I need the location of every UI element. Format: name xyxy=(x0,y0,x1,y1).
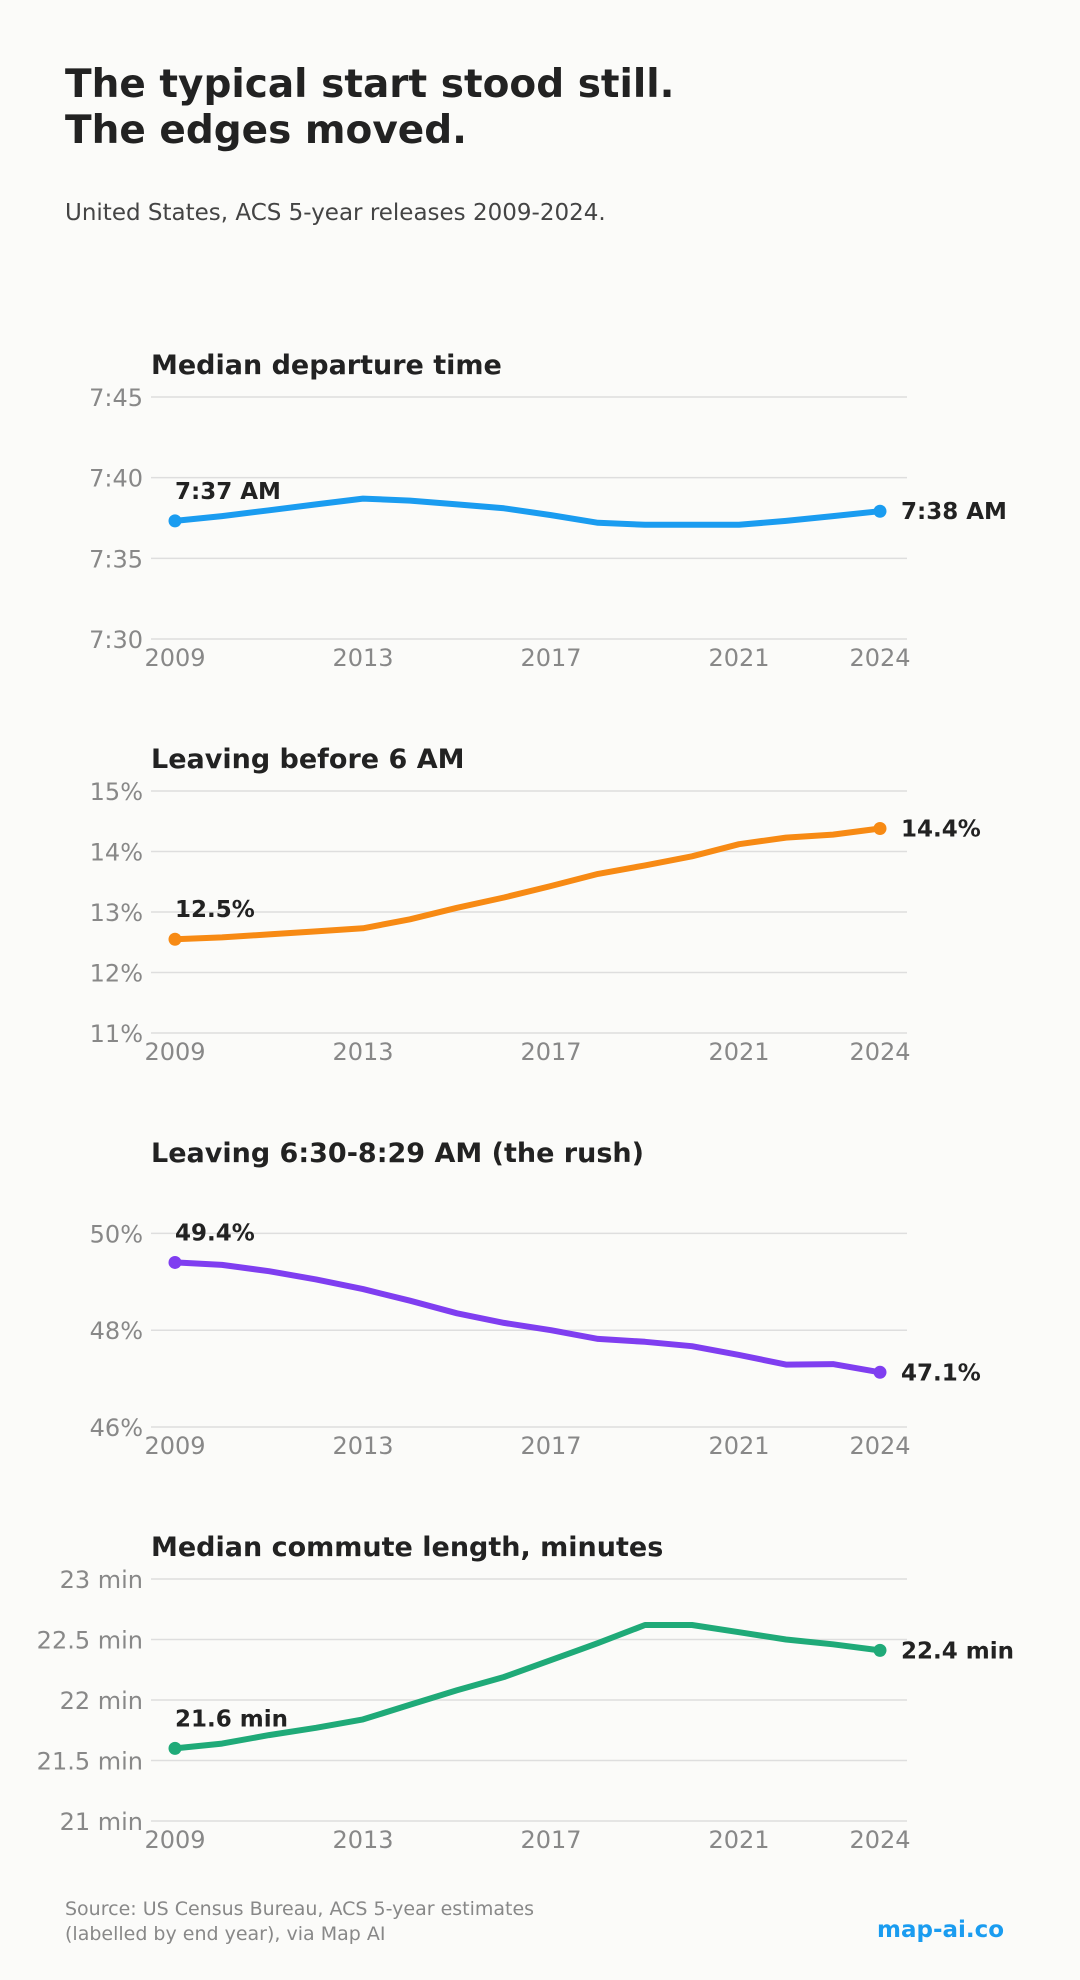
end-value-label: 47.1% xyxy=(901,1360,981,1386)
y-tick-label: 50% xyxy=(90,1220,143,1248)
y-tick-label: 7:30 xyxy=(89,626,143,654)
x-tick-label: 2024 xyxy=(849,1432,910,1460)
y-tick-label: 11% xyxy=(90,1020,143,1048)
y-tick-label: 12% xyxy=(90,960,143,988)
source-note: Source: US Census Bureau, ACS 5-year est… xyxy=(65,1897,534,1947)
x-tick-label: 2009 xyxy=(144,1432,205,1460)
start-point xyxy=(168,514,182,528)
series-line xyxy=(172,1259,883,1376)
x-tick-label: 2013 xyxy=(332,1038,393,1066)
x-tick-label: 2024 xyxy=(849,1826,910,1854)
y-tick-label: 15% xyxy=(90,778,143,806)
start-value-label: 12.5% xyxy=(175,897,255,923)
x-tick-label: 2013 xyxy=(332,1826,393,1854)
series-line xyxy=(172,1622,883,1752)
chart-title-commute: Median commute length, minutes xyxy=(151,1532,664,1563)
end-point xyxy=(873,822,887,836)
y-tick-label: 14% xyxy=(90,839,143,867)
x-tick-label: 2009 xyxy=(144,1038,205,1066)
end-point xyxy=(873,1365,887,1379)
x-tick-label: 2009 xyxy=(144,644,205,672)
title-line-1: The typical start stood still. xyxy=(65,62,675,107)
chart-title-departure: Median departure time xyxy=(151,350,502,381)
source-line-1: Source: US Census Bureau, ACS 5-year est… xyxy=(65,1898,535,1920)
y-tick-label: 21.5 min xyxy=(37,1748,143,1776)
x-tick-label: 2013 xyxy=(332,1432,393,1460)
y-tick-label: 13% xyxy=(90,899,143,927)
end-point xyxy=(873,1643,887,1657)
start-point xyxy=(168,932,182,946)
chart-leaving-rush: 50% 48% 46%2009 2013 2017 2021 2024 49.4% 47.1% xyxy=(90,1220,981,1460)
y-tick-label: 22.5 min xyxy=(37,1627,143,1655)
y-tick-label: 7:35 xyxy=(89,545,143,573)
start-point xyxy=(168,1255,182,1269)
x-tick-label: 2009 xyxy=(144,1826,205,1854)
x-tick-label: 2013 xyxy=(332,644,393,672)
x-tick-label: 2024 xyxy=(849,644,910,672)
end-value-label: 14.4% xyxy=(901,817,981,843)
x-tick-label: 2017 xyxy=(520,1432,581,1460)
chart-title-rush: Leaving 6:30-8:29 AM (the rush) xyxy=(151,1138,644,1169)
x-tick-label: 2024 xyxy=(849,1038,910,1066)
title-line-2: The edges moved. xyxy=(65,108,467,153)
chart-title-before-6am: Leaving before 6 AM xyxy=(151,744,465,775)
page-subtitle: United States, ACS 5-year releases 2009-… xyxy=(65,200,606,226)
start-point xyxy=(168,1741,182,1755)
page-title: The typical start stood still. The edges… xyxy=(65,62,674,154)
y-tick-label: 46% xyxy=(90,1414,143,1442)
y-tick-label: 7:40 xyxy=(89,465,143,493)
x-tick-label: 2017 xyxy=(520,644,581,672)
y-tick-label: 7:45 xyxy=(89,384,143,412)
end-value-label: 22.4 min xyxy=(901,1638,1014,1664)
y-tick-label: 21 min xyxy=(60,1808,143,1836)
x-tick-label: 2021 xyxy=(708,644,769,672)
y-tick-label: 48% xyxy=(90,1317,143,1345)
start-value-label: 49.4% xyxy=(175,1220,255,1246)
source-line-2: (labelled by end year), via Map AI xyxy=(65,1923,386,1945)
brand-link[interactable]: map-ai.co xyxy=(877,1917,1005,1943)
y-tick-label: 22 min xyxy=(60,1687,143,1715)
chart-leaving-before-6am: 15% 14% 13% 12% 11%2009 2013 2017 2021 2024 12.5%… xyxy=(90,778,981,1066)
start-value-label: 7:37 AM xyxy=(175,479,281,505)
x-tick-label: 2021 xyxy=(708,1038,769,1066)
end-point xyxy=(873,504,887,518)
x-tick-label: 2021 xyxy=(708,1432,769,1460)
end-value-label: 7:38 AM xyxy=(901,499,1007,525)
series-line xyxy=(172,825,883,943)
x-tick-label: 2017 xyxy=(520,1038,581,1066)
y-tick-label: 23 min xyxy=(60,1566,143,1594)
x-tick-label: 2021 xyxy=(708,1826,769,1854)
x-tick-label: 2017 xyxy=(520,1826,581,1854)
start-value-label: 21.6 min xyxy=(175,1706,288,1732)
series-line xyxy=(172,495,883,528)
